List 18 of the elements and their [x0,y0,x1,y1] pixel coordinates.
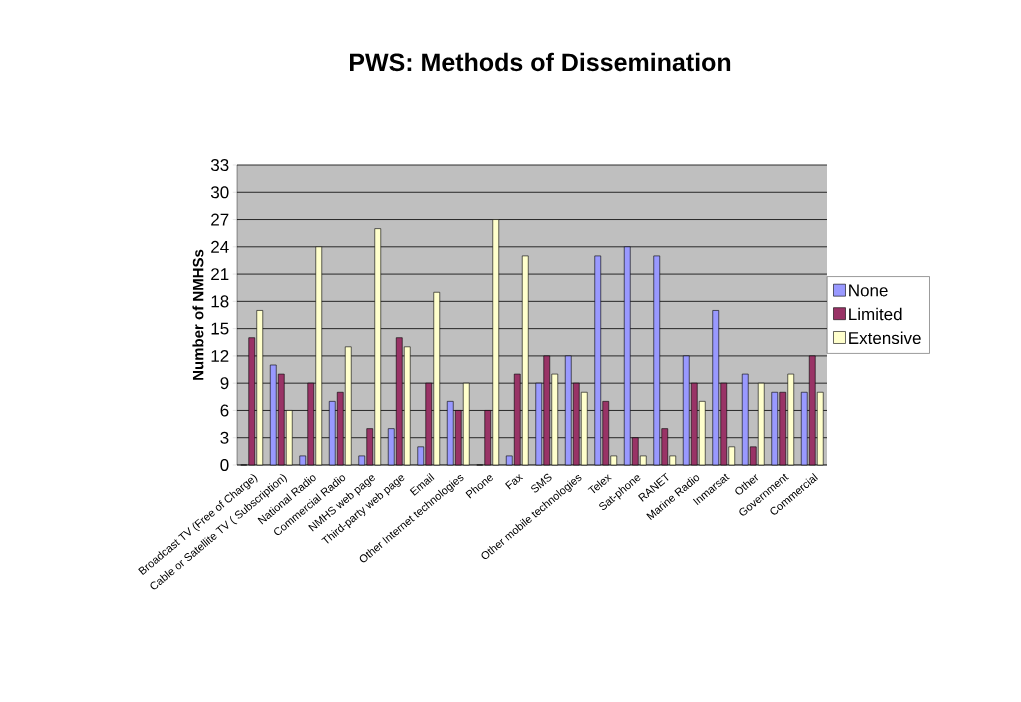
x-tick-label: Fax [505,474,524,490]
y-axis-title: Number of NMHSs [192,249,204,380]
y-tick-label: 3 [220,431,229,444]
legend-label: None [849,284,888,297]
y-tick-label: 33 [210,158,229,172]
legend-label: Limited [849,307,902,321]
y-tick-label: 9 [220,377,229,390]
y-tick-label: 27 [211,213,229,226]
y-tick-label: 15 [211,322,229,335]
y-tick-label: 6 [220,404,229,417]
y-tick-label: 12 [211,349,229,362]
chart-title: PWS: Methods of Dissemination [350,52,731,72]
y-tick-label: 0 [220,458,229,472]
y-tick-label: 18 [211,295,229,308]
legend-label: Extensive [849,331,921,345]
y-tick-label: 24 [211,240,229,253]
y-tick-label: 21 [211,268,229,281]
y-tick-label: 30 [210,186,229,199]
